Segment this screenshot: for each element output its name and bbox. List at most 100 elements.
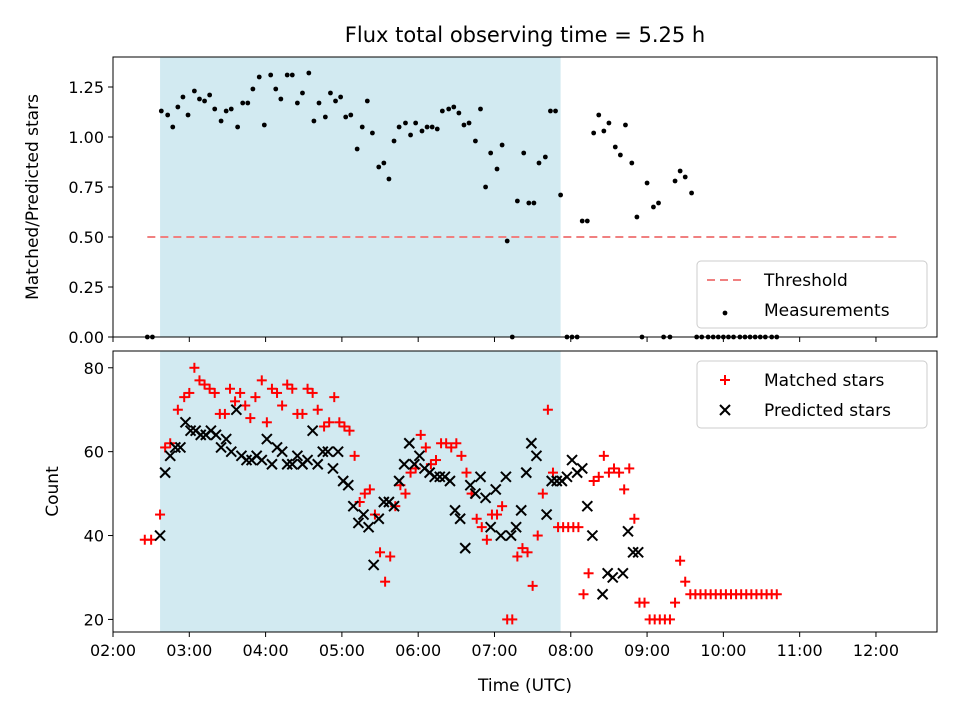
measurement-point: [682, 174, 688, 180]
measurement-point: [202, 98, 207, 104]
y-tick-label: 80: [84, 359, 104, 378]
x-tick-label: 02:00: [90, 641, 136, 660]
x-tick-label: 05:00: [319, 641, 365, 660]
predicted-point-b: [525, 437, 538, 449]
predicted-point-b: [378, 496, 390, 508]
measurement-point: [629, 160, 635, 166]
predicted-point-b: [266, 458, 278, 470]
predicted-point-b: [515, 504, 527, 517]
measurement-point: [456, 110, 462, 116]
predicted-point-b: [342, 479, 354, 491]
predicted-point-b: [449, 504, 461, 517]
predicted-point-b: [561, 471, 573, 483]
measurement-point: [536, 160, 542, 166]
predicted-point-b: [195, 429, 207, 441]
measurement-point: [413, 120, 419, 126]
y-tick-label: 0.75: [68, 178, 104, 197]
measurement-point: [651, 204, 656, 210]
count-axes: 20 40 60 80 02:00 03:00 04:00 05:00 06:00 07:00 08…: [84, 359, 899, 660]
measurement-point: [300, 90, 305, 96]
x-tick-label: 08:00: [548, 641, 594, 660]
measurement-point: [228, 106, 234, 112]
predicted-point-b: [210, 429, 222, 441]
predicted-point-b: [530, 450, 543, 462]
predicted-point-b: [367, 559, 380, 571]
measurement-point: [338, 94, 344, 100]
measurement-point: [429, 124, 435, 130]
measurement-point: [542, 154, 548, 160]
predicted-point-b: [312, 458, 324, 470]
measurement-point: [376, 164, 382, 170]
measurement-point: [434, 126, 440, 132]
predicted-point-b: [230, 404, 243, 416]
measurement-point: [322, 114, 328, 120]
measurement-point: [158, 108, 164, 114]
predicted-point-b: [159, 466, 171, 479]
measurement-point: [526, 200, 532, 206]
y-tick-label: 60: [84, 443, 104, 462]
measurement-point: [284, 72, 290, 78]
measurement-point: [403, 120, 408, 126]
predicted-point-b: [184, 424, 197, 437]
predicted-point-b: [174, 441, 187, 454]
measurement-point: [316, 100, 322, 106]
x-tick-label: 04:00: [243, 641, 289, 660]
measurement-point: [175, 104, 181, 110]
measurement-point: [250, 86, 256, 92]
predicted-point-b: [322, 445, 334, 458]
measurement-point: [424, 124, 430, 130]
measurement-point: [488, 150, 494, 156]
plot-frame: [112, 56, 938, 338]
legend-swatch-measurements: [722, 310, 728, 316]
measurement-point: [359, 124, 365, 130]
predicted-point-b: [545, 475, 558, 487]
y-tick-label: 0.00: [68, 328, 104, 347]
measurement-point: [473, 138, 478, 144]
measurement-point: [623, 122, 628, 128]
measurement-point: [558, 192, 564, 198]
predicted-point-b: [362, 521, 375, 533]
predicted-point-b: [413, 450, 426, 462]
measurement-point: [343, 114, 349, 120]
predicted-point-b: [317, 445, 329, 458]
measurement-point: [672, 178, 678, 184]
measurement-point: [606, 120, 612, 126]
y-axis-label: Matched/Predicted stars: [23, 94, 43, 300]
chart-title: Flux total observing time = 5.25 h: [345, 23, 705, 47]
predicted-point-b: [301, 454, 314, 466]
measurement-point: [185, 112, 191, 118]
x-tick-label: 11:00: [777, 641, 823, 660]
y-axis-label: Count: [43, 466, 63, 517]
x-tick-label: 03:00: [166, 641, 212, 660]
predicted-point-b: [617, 567, 629, 579]
measurement-point: [553, 108, 558, 114]
measurement-point: [677, 168, 683, 174]
x-tick-label: 12:00: [853, 641, 899, 660]
measurement-point: [381, 160, 387, 166]
predicted-point-b: [540, 508, 553, 521]
legend-box: [696, 260, 928, 329]
predicted-point-b: [373, 513, 385, 525]
predicted-point-b: [479, 492, 492, 504]
predicted-point-b: [632, 546, 644, 559]
measurement-point: [521, 150, 527, 156]
plot-frame: [112, 350, 938, 633]
predicted-point-b: [500, 471, 512, 483]
measurement-point: [656, 200, 661, 206]
predicted-point-b: [347, 500, 360, 512]
measurement-point: [278, 96, 284, 102]
predicted-point-b: [164, 450, 176, 462]
legend-label: Measurements: [764, 301, 890, 321]
measurement-point: [617, 152, 623, 158]
predicted-point-b: [332, 445, 344, 458]
measurement-point: [235, 124, 241, 130]
measurement-point: [504, 238, 510, 244]
measurement-point: [223, 108, 229, 114]
predicted-point-b: [408, 458, 421, 470]
predicted-point-b: [357, 508, 370, 521]
predicted-point-b: [459, 542, 471, 554]
measurement-point: [461, 122, 467, 128]
predicted-point-b: [215, 441, 227, 454]
measurement-point: [396, 124, 402, 130]
measurement-point: [439, 108, 445, 114]
